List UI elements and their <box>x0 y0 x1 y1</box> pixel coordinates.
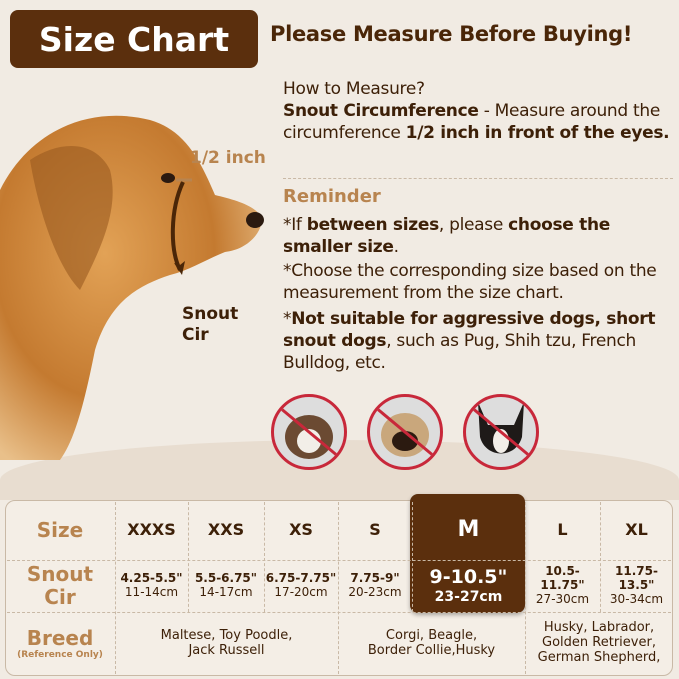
headline: Please Measure Before Buying! <box>270 22 633 46</box>
text: (Reference Only) <box>17 649 103 660</box>
cm-range: 30-34cm <box>609 591 664 606</box>
inch-range: 6.75-7.75" <box>265 571 337 586</box>
size-m: M <box>457 517 480 543</box>
reminder-item: *If between sizes, please choose the sma… <box>283 214 679 258</box>
reminder-item: *Not suitable for aggressive dogs, short… <box>283 308 679 374</box>
breed-line: Maltese, Toy Poodle, <box>160 627 293 643</box>
size-xxs: XXS <box>207 519 245 539</box>
reminder-item: *Choose the corresponding size based on … <box>283 260 679 304</box>
snout-cir-xl: 11.75-13.5" 30-34cm <box>600 560 673 612</box>
breed-row-label: Breed (Reference Only) <box>5 612 115 675</box>
breed-line: Jack Russell <box>188 642 265 658</box>
snout-cir-label: Snout Cir <box>182 304 238 346</box>
how-to-measure: How to Measure? Snout Circumference - Me… <box>283 78 678 144</box>
text: between sizes <box>306 215 440 235</box>
column-divider <box>338 502 339 674</box>
shih-tzu-prohibited-icon <box>271 394 347 470</box>
inch-range: 5.5-6.75" <box>194 571 258 586</box>
text: choose the smaller size <box>283 215 610 257</box>
text: *Choose the corresponding size based on … <box>283 261 657 303</box>
snout-cir-xxxs: 4.25-5.5" 11-14cm <box>115 560 188 612</box>
size-table <box>5 500 673 676</box>
cm-range: 20-23cm <box>348 585 402 599</box>
snout-row-label: Snout Cir <box>5 560 115 612</box>
size-l: L <box>557 519 568 539</box>
breed-line: Border Collie,Husky <box>367 642 496 658</box>
row-divider <box>7 612 671 613</box>
golden-retriever-photo <box>0 115 264 460</box>
column-divider <box>600 502 601 612</box>
cir-label: Cir <box>182 325 209 345</box>
size-xxxs: XXXS <box>127 519 176 539</box>
pug-prohibited-icon <box>367 394 443 470</box>
howto-desc: - Measure around the circumference <box>283 101 660 143</box>
text: Not suitable for aggressive dogs, short … <box>283 309 656 351</box>
text: *If <box>283 215 307 235</box>
text: . <box>393 237 399 257</box>
page-title: Size Chart <box>10 10 258 68</box>
breed-group: Corgi, Beagle, Border Collie,Husky <box>338 612 525 675</box>
cm-range: 17-20cm <box>274 585 328 599</box>
size-row-label: Size <box>36 517 84 542</box>
snout-label: Snout <box>182 304 239 324</box>
text: , please <box>438 215 509 235</box>
snout-cir-m: 9-10.5" 23-27cm <box>412 560 525 612</box>
snout-cir-l: 10.5-11.75" 27-30cm <box>525 560 600 612</box>
breed-line: Golden Retriever, <box>542 635 656 651</box>
french-bulldog-prohibited-icon <box>463 394 539 470</box>
inch-range: 4.25-5.5" <box>120 571 183 586</box>
divider <box>283 178 673 179</box>
row-divider <box>7 560 671 561</box>
reminder-title: Reminder <box>283 186 381 207</box>
half-inch-label: 1/2 inch <box>190 148 266 168</box>
column-divider <box>525 502 526 674</box>
text: Breed <box>26 625 94 650</box>
cm-range: 14-17cm <box>199 585 253 599</box>
size-s: S <box>369 519 381 539</box>
inch-range: 7.75-9" <box>350 571 400 586</box>
text: , such as Pug, Shih tzu, French Bulldog,… <box>283 331 637 373</box>
column-divider <box>412 502 413 612</box>
breed-line: Husky, Labrador, <box>543 620 655 636</box>
breed-line: Corgi, Beagle, <box>385 627 478 643</box>
howto-term: Snout Circumference <box>283 101 479 121</box>
inch-range: 9-10.5" <box>429 566 508 589</box>
size-m-highlight <box>410 494 525 613</box>
howto-emphasis: 1/2 inch in front of the eyes. <box>405 123 670 143</box>
size-xs: XS <box>289 519 313 539</box>
column-divider <box>115 502 116 674</box>
breed-group: Maltese, Toy Poodle, Jack Russell <box>115 612 338 675</box>
column-divider <box>264 502 265 612</box>
text: Cir <box>44 585 76 609</box>
size-xl: XL <box>625 519 648 539</box>
howto-heading: How to Measure? <box>283 79 425 99</box>
snout-cir-xs: 6.75-7.75" 17-20cm <box>264 560 338 612</box>
text: Snout <box>26 562 94 586</box>
text: * <box>283 309 292 329</box>
cm-range: 11-14cm <box>124 585 179 599</box>
snout-cir-s: 7.75-9" 20-23cm <box>338 560 412 612</box>
inch-range: 10.5-11.75" <box>540 564 585 593</box>
breed-line: German Shepherd, <box>537 649 661 665</box>
cm-range: 27-30cm <box>535 591 590 606</box>
reminder-list: *If between sizes, please choose the sma… <box>283 214 679 374</box>
cm-range: 23-27cm <box>434 588 503 605</box>
column-divider <box>188 502 189 612</box>
breed-group: Husky, Labrador, Golden Retriever, German … <box>525 612 673 675</box>
inch-range: 11.75-13.5" <box>615 564 658 593</box>
snout-cir-xxs: 5.5-6.75" 14-17cm <box>188 560 264 612</box>
